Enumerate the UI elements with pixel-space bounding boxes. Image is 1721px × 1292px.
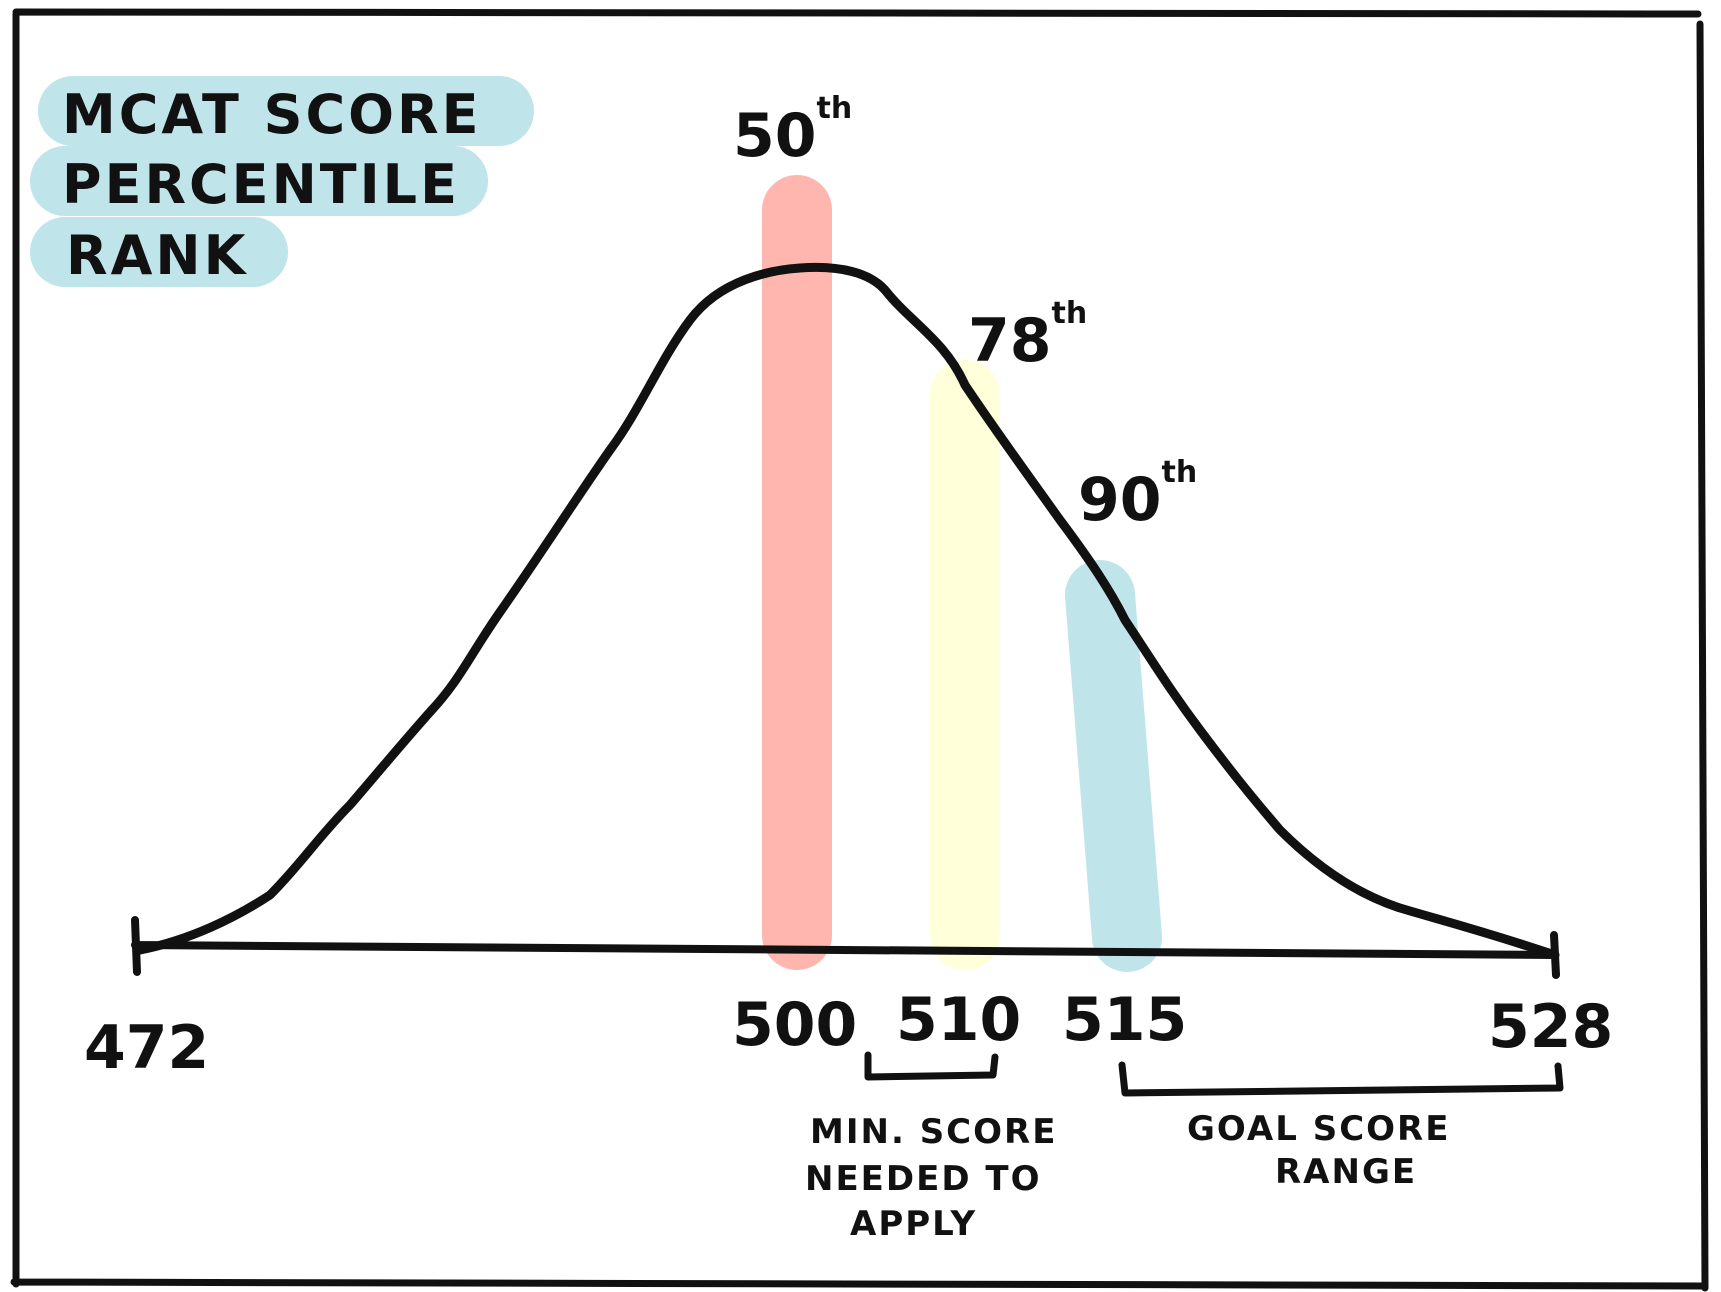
tick-label-528: 528 <box>1488 992 1613 1062</box>
goal-range-note-line-1: GOAL SCORE <box>1187 1109 1450 1149</box>
percentile-suffix-50: th <box>817 91 853 126</box>
min-score-note-line-3: APPLY <box>850 1204 977 1244</box>
axis-tick-labels: 472 500 510 515 528 <box>84 985 1613 1083</box>
tick-label-500: 500 <box>732 990 857 1060</box>
title-highlights <box>30 76 534 287</box>
percentile-suffix-90: th <box>1162 455 1198 490</box>
percentile-label-78th: 78th <box>968 296 1087 376</box>
goal-range-note: GOAL SCORE RANGE <box>1187 1109 1450 1192</box>
percentile-value-50: 50 <box>733 101 817 171</box>
min-score-bracket <box>864 1051 999 1081</box>
goal-range-bracket <box>1118 1061 1564 1097</box>
min-score-note-line-2: NEEDED TO <box>805 1159 1042 1199</box>
goal-range-note-line-2: RANGE <box>1275 1152 1417 1192</box>
percentile-value-90: 90 <box>1078 465 1162 535</box>
title-line-1: MCAT SCORE <box>62 83 482 146</box>
percentile-value-78: 78 <box>968 306 1052 376</box>
bar-90th-percentile <box>1065 560 1162 972</box>
frame-border <box>10 8 1709 1292</box>
title-line-3: RANK <box>66 224 248 287</box>
title-highlight-3 <box>30 217 288 287</box>
diagram-title: MCAT SCORE PERCENTILE RANK <box>62 83 482 287</box>
title-highlight-1 <box>38 76 534 146</box>
tick-label-472: 472 <box>84 1013 209 1083</box>
title-highlight-2 <box>30 146 488 216</box>
tick-label-510: 510 <box>896 985 1021 1055</box>
bell-curve-stroke <box>135 262 1560 960</box>
tick-label-515: 515 <box>1062 985 1187 1055</box>
percentile-label-50th: 50th <box>733 91 852 171</box>
percentile-labels: 50th 78th 90th <box>733 91 1197 535</box>
title-line-2: PERCENTILE <box>62 153 460 216</box>
score-axis <box>131 916 1560 979</box>
bell-curve-line <box>140 234 1550 955</box>
percentile-suffix-78: th <box>1052 296 1088 331</box>
percentile-label-90th: 90th <box>1078 455 1197 535</box>
min-score-note: MIN. SCORE NEEDED TO APPLY <box>805 1112 1057 1244</box>
min-score-note-line-1: MIN. SCORE <box>810 1112 1057 1152</box>
